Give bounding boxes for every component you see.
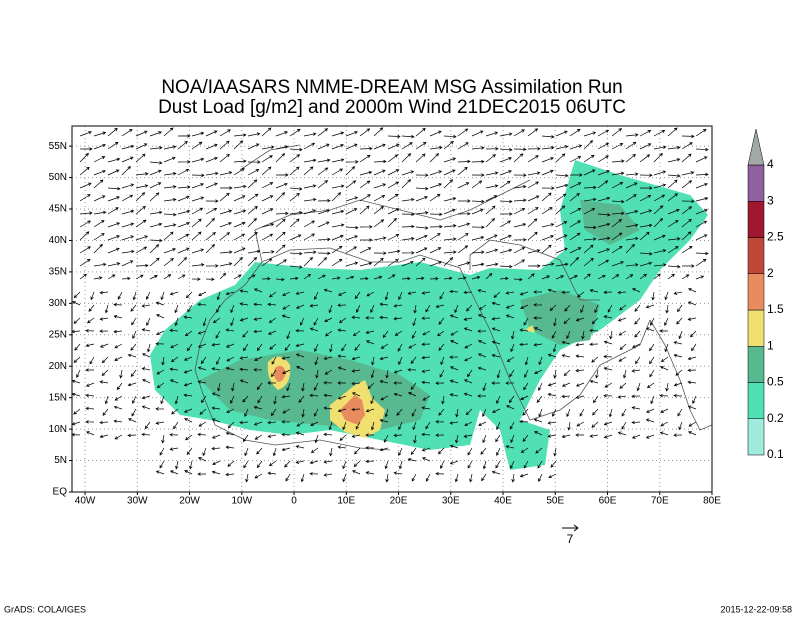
x-tick-label: 60E	[599, 496, 617, 507]
y-tick-label: 30N	[49, 298, 67, 309]
footer-right: 2015-12-22-09:58	[720, 604, 792, 614]
colorbar-label: 2.5	[767, 230, 784, 244]
x-tick-label: 30W	[127, 496, 148, 507]
y-tick-label: 55N	[49, 141, 67, 152]
y-tick-label: 15N	[49, 392, 67, 403]
colorbar-label: 0.1	[767, 447, 784, 461]
colorbar-segment	[747, 164, 765, 202]
colorbar-segment	[747, 418, 765, 456]
colorbar-label: 0.2	[767, 411, 784, 425]
x-tick-label: 10W	[232, 496, 253, 507]
colorbar-label: 4	[767, 157, 774, 171]
y-tick-label: 45N	[49, 204, 67, 215]
title: NOA/IAASARS NMME-DREAM MSG Assimilation …	[161, 77, 622, 98]
y-tick-label: EQ	[53, 487, 68, 498]
dust-field-high	[267, 325, 535, 438]
colorbar-segment	[747, 237, 765, 274]
subtitle: Dust Load [g/m2] and 2000m Wind 21DEC201…	[158, 97, 626, 118]
x-tick-label: 40E	[494, 496, 512, 507]
y-tick-label: 5N	[54, 455, 67, 466]
x-tick-label: 70E	[651, 496, 669, 507]
y-tick-label: 35N	[49, 267, 67, 278]
colorbar-label: 0.5	[767, 375, 784, 389]
x-tick-label: 80E	[703, 496, 721, 507]
x-tick-label: 20E	[390, 496, 408, 507]
wind-vectors	[71, 127, 709, 483]
coastline	[194, 144, 713, 451]
y-tick-label: 40N	[49, 235, 67, 246]
reference-vector	[562, 524, 579, 532]
dust-field-medium	[200, 200, 640, 430]
y-tick-label: 10N	[49, 424, 67, 435]
y-tick-label: 25N	[49, 329, 67, 340]
x-tick-label: 10E	[337, 496, 355, 507]
x-tick-label: 30E	[442, 496, 460, 507]
y-tick-label: 20N	[49, 361, 67, 372]
colorbar-extension	[747, 128, 765, 166]
colorbar-label: 1	[767, 338, 774, 352]
map-area	[71, 125, 713, 493]
colorbar-segment	[747, 346, 765, 383]
map-frame	[71, 125, 713, 493]
colorbar-label: 1.5	[767, 302, 784, 316]
colorbar-label: 3	[767, 193, 774, 207]
colorbar-label: 2	[767, 266, 774, 280]
footer-left: GrADS: COLA/IGES	[4, 604, 86, 614]
colorbar-segment	[747, 309, 765, 347]
colorbar-segment	[747, 382, 765, 419]
x-tick-label: 40W	[75, 496, 96, 507]
x-tick-label: 20W	[179, 496, 200, 507]
colorbar-segment	[747, 201, 765, 238]
y-tick-label: 50N	[49, 172, 67, 183]
colorbar-segment	[747, 273, 765, 311]
reference-vector-label: 7	[567, 532, 574, 546]
x-tick-label: 50E	[546, 496, 564, 507]
x-tick-label: 0	[291, 496, 297, 507]
